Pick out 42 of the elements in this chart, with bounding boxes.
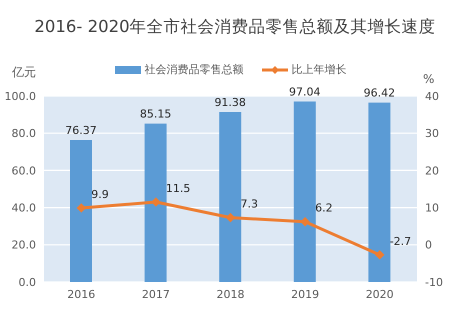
y-tick-label: 20.0 <box>12 238 36 252</box>
data-label: 6.2 <box>315 202 333 215</box>
bar <box>294 102 316 282</box>
y-tick-label: 0.0 <box>18 276 36 289</box>
legend-label: 比上年增长 <box>290 62 346 77</box>
y2-tick-label: -10 <box>425 276 443 289</box>
point <box>76 203 86 212</box>
x-tick-label: 2017 <box>142 288 170 301</box>
data-label: 85.15 <box>140 108 172 121</box>
bar <box>368 102 390 282</box>
chart-title: 2016- 2020年全市社会消费品零售总额及其增长速度 <box>33 16 437 37</box>
legend-label: 社会消费品零售总额 <box>144 62 244 77</box>
data-label: -2.7 <box>390 234 412 248</box>
y-tick-label: 40.0 <box>12 202 36 215</box>
point <box>226 213 235 222</box>
y-tick-label: 60.0 <box>12 164 36 178</box>
y2-tick-label: 20 <box>425 164 439 178</box>
y2-axis-title: % <box>423 72 434 86</box>
y2-tick-label: 10 <box>425 202 439 215</box>
y2-tick-label: 40 <box>425 90 439 103</box>
bar <box>144 124 167 282</box>
data-label: 9.9 <box>91 188 109 201</box>
point <box>151 198 160 207</box>
data-label: 91.38 <box>214 96 246 110</box>
data-label: 7.3 <box>240 198 258 211</box>
y-tick-label: 100.0 <box>4 90 36 103</box>
data-label: 97.04 <box>289 86 321 99</box>
y-tick-label: 80.0 <box>12 127 36 140</box>
y2-tick-label: 0 <box>425 238 432 252</box>
x-tick-label: 2019 <box>291 288 320 301</box>
data-label: 76.37 <box>65 124 97 137</box>
bar <box>219 112 242 282</box>
data-label: 96.42 <box>364 86 396 100</box>
bar <box>70 140 92 282</box>
y2-tick-label: 30 <box>425 127 439 140</box>
point <box>375 250 384 260</box>
point <box>300 217 310 226</box>
x-tick-label: 2016 <box>67 288 96 301</box>
x-tick-label: 2020 <box>366 288 394 301</box>
x-tick-label: 2018 <box>216 288 244 301</box>
data-label: 11.5 <box>166 182 190 196</box>
y-axis-title: 亿元 <box>12 64 36 81</box>
